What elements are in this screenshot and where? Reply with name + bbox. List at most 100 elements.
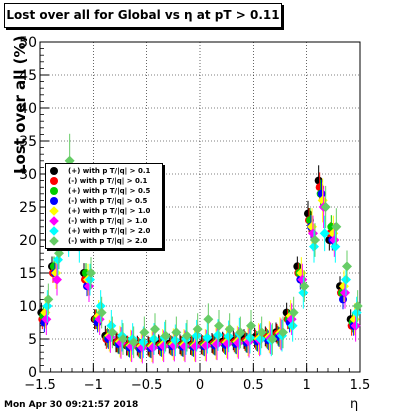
legend-entry: (+) with p T/|q| > 1.0	[46, 206, 162, 216]
data-point	[171, 327, 182, 338]
y-tick-label: 40	[19, 101, 37, 117]
data-point	[192, 324, 203, 335]
legend-label: (+) with p T/|q| > 2.0	[68, 227, 151, 235]
data-point	[309, 241, 319, 252]
legend-marker	[50, 177, 58, 185]
y-tick-label: 25	[19, 200, 37, 216]
legend-label: (-) with p T/|q| > 0.1	[68, 177, 148, 185]
axis-ticks: −1.5 −1 −0.5 0 0.5 1 1.5 0 5 10 15 20 25 30 35 40 45 50	[19, 35, 370, 393]
data-point	[95, 301, 106, 311]
data-point	[160, 330, 171, 341]
data-point	[191, 330, 202, 341]
legend-entry: (-) with p T/|q| > 1.0	[46, 216, 162, 226]
legend-entry: (+) with p T/|q| > 0.1	[46, 166, 162, 176]
legend-entry: (+) with p T/|q| > 0.5	[46, 186, 162, 196]
timestamp: Mon Apr 30 09:21:57 2018	[4, 400, 139, 410]
data-point	[53, 254, 63, 265]
data-point	[54, 248, 64, 259]
data-point	[201, 340, 212, 351]
data-point	[330, 241, 341, 252]
legend-label: (-) with p T/|q| > 1.0	[68, 217, 148, 225]
y-tick-label: 0	[28, 365, 37, 381]
legend-marker	[49, 216, 59, 226]
data-point	[203, 314, 214, 325]
data-point	[148, 342, 158, 353]
legend-entry: (+) with p T/|q| > 2.0	[46, 226, 162, 236]
data-point	[352, 301, 363, 311]
data-point	[214, 320, 224, 331]
data-point	[342, 261, 352, 272]
data-point	[213, 330, 223, 341]
legend-marker	[49, 206, 59, 216]
legend-marker	[50, 197, 58, 205]
data-point	[224, 324, 235, 335]
data-point	[52, 274, 62, 285]
data-point	[128, 337, 139, 348]
data-point	[288, 307, 299, 318]
x-tick-label: 0	[196, 378, 204, 393]
x-tick-label: 1.5	[350, 378, 371, 393]
data-point	[212, 339, 222, 350]
data-point	[118, 334, 128, 344]
legend-label: (+) with p T/|q| > 0.1	[68, 167, 151, 175]
data-point	[182, 330, 192, 341]
data-point	[319, 228, 330, 239]
y-tick-label: 5	[28, 332, 37, 348]
data-point	[246, 320, 256, 331]
x-tick-label: −0.5	[131, 378, 163, 393]
data-point	[310, 235, 320, 245]
data-point	[278, 327, 288, 338]
data-point	[331, 221, 342, 232]
y-axis-label: Lost over all (%)	[11, 35, 29, 174]
series-8	[43, 133, 363, 359]
legend-label: (+) with p T/|q| > 1.0	[68, 207, 151, 215]
data-point	[299, 281, 310, 292]
legend-label: (-) with p T/|q| > 2.0	[68, 237, 148, 245]
legend-marker	[50, 187, 58, 195]
data-point	[106, 320, 117, 331]
data-point	[245, 332, 255, 343]
legend-entry: (-) with p T/|q| > 0.1	[46, 176, 162, 186]
data-point	[170, 335, 181, 346]
y-tick-label: 50	[19, 35, 37, 51]
x-tick-label: −1	[84, 378, 103, 393]
data-point	[350, 320, 361, 331]
x-axis-label: η	[350, 397, 359, 412]
y-tick-label: 20	[19, 233, 37, 249]
x-tick-label: 1	[303, 378, 311, 393]
data-point	[138, 337, 149, 348]
legend-marker	[50, 167, 58, 175]
data-point	[107, 327, 118, 338]
data-point	[223, 331, 234, 342]
y-tick-label: 15	[19, 266, 37, 282]
data-point	[256, 327, 267, 338]
data-point	[150, 324, 160, 335]
y-tick-label: 30	[19, 167, 37, 183]
x-tick-label: 0.5	[243, 378, 264, 393]
data-point	[42, 301, 53, 311]
data-point	[41, 314, 52, 325]
grid-lines	[40, 42, 360, 372]
data-point	[149, 334, 159, 344]
y-tick-label: 45	[19, 68, 37, 84]
data-point	[341, 274, 351, 285]
data-point	[267, 334, 278, 344]
chart-title: Lost over all for Global vs η at pT > 0.…	[4, 3, 282, 28]
legend-label: (+) with p T/|q| > 0.5	[68, 187, 151, 195]
data-point	[96, 307, 107, 318]
data-point	[320, 202, 331, 212]
legend-entry: (-) with p T/|q| > 0.5	[46, 196, 162, 206]
data-point	[298, 287, 309, 298]
data-point	[139, 327, 150, 338]
x-tick-label: −1.5	[24, 378, 56, 393]
legend-entry: (-) with p T/|q| > 2.0	[46, 236, 162, 246]
data-point	[351, 307, 362, 318]
data-point	[43, 294, 54, 305]
legend-marker	[49, 236, 59, 246]
y-tick-label: 35	[19, 134, 37, 150]
data-point	[340, 287, 350, 298]
data-point	[86, 268, 96, 278]
data-point	[287, 320, 298, 331]
data-point	[202, 332, 213, 343]
legend: (+) with p T/|q| > 0.1 (-) with p T/|q| …	[45, 163, 163, 249]
